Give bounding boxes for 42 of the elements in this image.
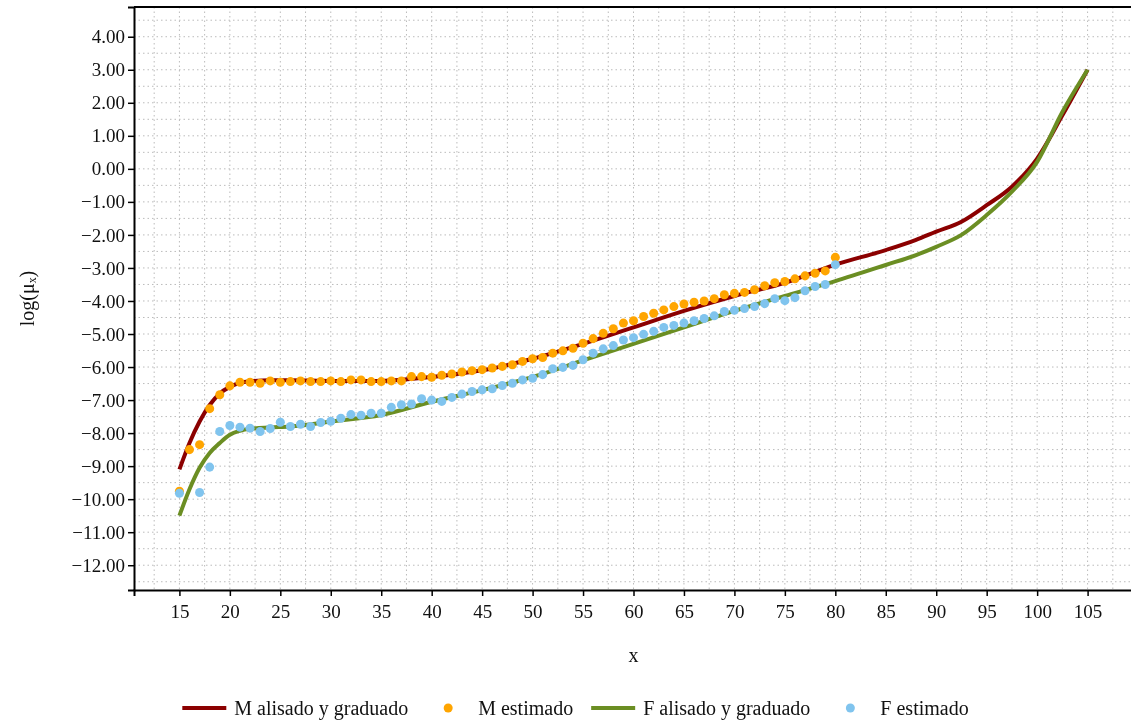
x-tick-label: 60: [624, 601, 644, 622]
x-tick-label: 65: [674, 601, 694, 622]
x-tick-label: 25: [271, 601, 291, 622]
y-tick-label: −10.00: [71, 488, 125, 510]
legend-label: M estimado: [478, 697, 574, 719]
x-tick-label: 45: [473, 601, 493, 622]
x-tick-label: 85: [876, 601, 896, 622]
y-tick-label: −4.00: [81, 290, 125, 312]
y-tick-label: −8.00: [81, 422, 125, 444]
y-tick-label: −7.00: [81, 389, 125, 411]
y-tick-label: 4.00: [91, 26, 125, 48]
y-tick-label: −12.00: [71, 554, 125, 576]
y-axis-title: log(μₓ): [16, 270, 39, 327]
x-tick-label: 70: [725, 601, 745, 622]
y-tick-label: −6.00: [81, 356, 125, 378]
y-tick-label: −1.00: [81, 191, 125, 213]
legend-label: M alisado y graduado: [234, 697, 409, 720]
legend-label: F estimado: [880, 697, 969, 719]
x-tick-label: 95: [977, 601, 997, 622]
y-tick-label: −2.00: [81, 224, 125, 246]
x-tick-label: 80: [826, 601, 846, 622]
y-tick-label: −11.00: [72, 521, 125, 543]
x-tick-label: 90: [927, 601, 947, 622]
x-tick-label: 35: [372, 601, 392, 622]
legend-label: F alisado y graduado: [643, 697, 811, 720]
x-axis-title: x: [628, 644, 639, 666]
x-tick-label: 30: [321, 601, 341, 622]
y-tick-label: 2.00: [91, 92, 125, 114]
x-tick-label: 40: [422, 601, 442, 622]
x-tick-label: 50: [523, 601, 543, 622]
y-tick-label: 0.00: [91, 158, 125, 180]
y-tick-label: 1.00: [91, 125, 125, 147]
x-tick-label: 75: [775, 601, 795, 622]
y-tick-label: −5.00: [81, 323, 125, 345]
y-tick-label: −3.00: [81, 257, 125, 279]
x-tick-label: 55: [574, 601, 594, 622]
x-tick-label: 15: [170, 601, 190, 622]
x-tick-label: 105: [1073, 601, 1103, 622]
x-tick-label: 100: [1023, 601, 1052, 622]
y-tick-label: 3.00: [91, 59, 125, 81]
x-tick-label: 20: [220, 601, 240, 622]
y-tick-label: −9.00: [81, 455, 125, 477]
